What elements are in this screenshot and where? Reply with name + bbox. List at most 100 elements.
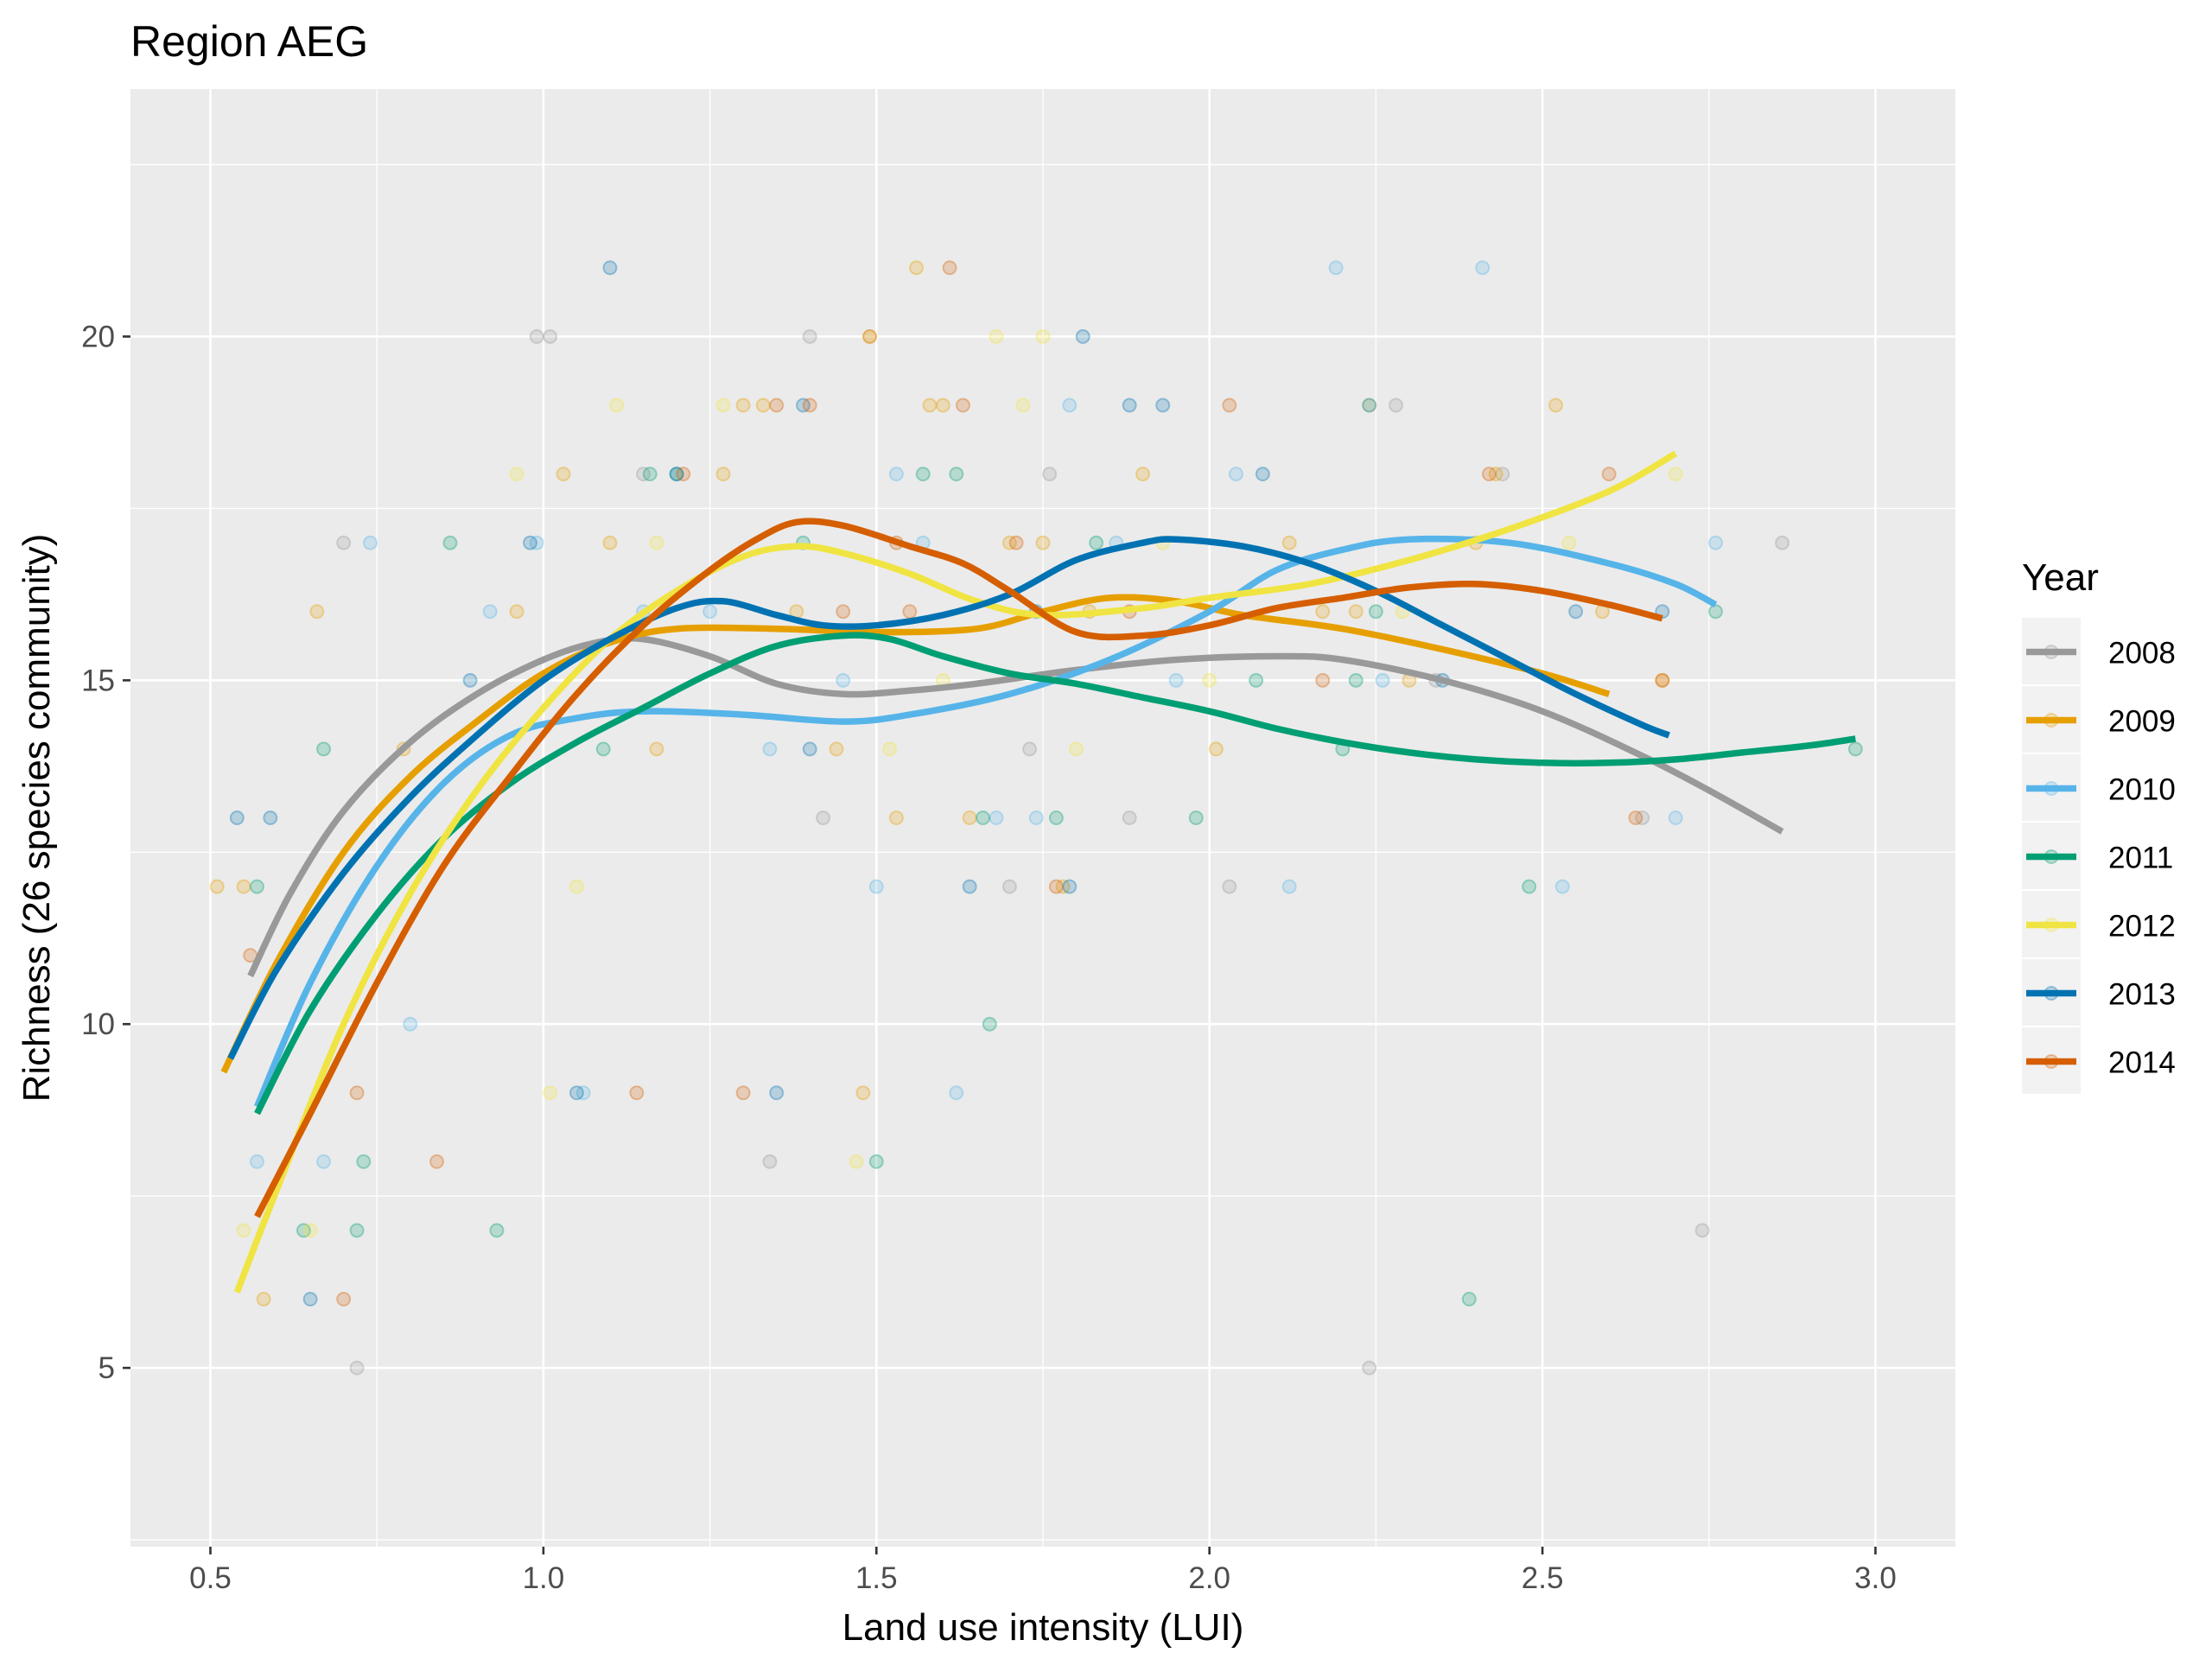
- data-point-2014: [902, 604, 918, 620]
- data-point-2014: [802, 397, 817, 413]
- smooth-line-2013: [227, 536, 1670, 1060]
- data-point-2009: [855, 1085, 871, 1101]
- data-point-2011: [1249, 672, 1264, 688]
- data-point-2008: [1362, 1360, 1377, 1376]
- data-point-2011: [1522, 879, 1537, 894]
- data-point-2011: [442, 535, 458, 550]
- data-point-2011: [1048, 810, 1064, 825]
- data-point-2014: [1628, 810, 1643, 825]
- data-point-2014: [942, 260, 957, 276]
- smooth-line-2011: [254, 632, 1856, 1116]
- data-point-2014: [735, 1085, 751, 1101]
- data-point-2014: [1008, 535, 1024, 550]
- data-point-2012: [543, 1085, 558, 1101]
- data-point-2009: [1135, 467, 1151, 482]
- data-point-2011: [982, 1016, 997, 1032]
- data-point-2014: [769, 397, 785, 413]
- data-point-2008: [1022, 741, 1038, 757]
- data-point-2009: [1055, 879, 1071, 894]
- data-point-2009: [556, 467, 571, 482]
- data-point-2011: [1089, 535, 1104, 550]
- data-point-2008: [1694, 1223, 1710, 1238]
- data-point-2010: [868, 879, 884, 894]
- legend-title: Year: [2022, 556, 2099, 599]
- data-point-2008: [1775, 535, 1790, 550]
- data-point-2009: [1548, 397, 1564, 413]
- data-point-2010: [575, 1085, 591, 1101]
- data-point-2012: [715, 397, 731, 413]
- legend-label-2012: 2012: [2108, 910, 2176, 944]
- data-point-2013: [1362, 397, 1377, 413]
- data-point-2008: [802, 328, 817, 344]
- data-point-2010: [1554, 879, 1570, 894]
- data-point-2008: [1001, 879, 1017, 894]
- y-tick-label: 15: [81, 664, 115, 697]
- data-point-2014: [629, 1085, 645, 1101]
- data-point-2008: [816, 810, 831, 825]
- data-point-2010: [1668, 810, 1683, 825]
- y-tick-label: 10: [81, 1007, 115, 1041]
- data-point-2008: [349, 1360, 365, 1376]
- data-point-2010: [249, 1154, 264, 1169]
- data-point-2010: [482, 604, 498, 620]
- data-point-2010: [949, 1085, 964, 1101]
- data-point-2013: [1075, 328, 1090, 344]
- data-point-2010: [702, 604, 718, 620]
- data-point-2014: [836, 604, 851, 620]
- data-point-2010: [1708, 535, 1724, 550]
- data-point-2011: [595, 741, 611, 757]
- data-point-2013: [1062, 879, 1077, 894]
- x-tick-label: 3.0: [1854, 1561, 1897, 1595]
- data-point-2011: [1708, 604, 1724, 620]
- x-tick-label: 1.5: [855, 1561, 898, 1595]
- legend-label-2008: 2008: [2108, 637, 2176, 671]
- scatter-points: [209, 260, 1863, 1376]
- data-point-2010: [362, 535, 378, 550]
- data-point-2009: [509, 604, 524, 620]
- data-point-2010: [1028, 810, 1044, 825]
- data-point-2009: [309, 604, 325, 620]
- data-point-2012: [569, 879, 584, 894]
- data-point-2011: [976, 810, 991, 825]
- smooth-line-2014: [254, 518, 1663, 1218]
- data-point-2012: [649, 535, 664, 550]
- x-tick-label: 1.0: [523, 1561, 565, 1595]
- data-point-2012: [882, 741, 898, 757]
- data-point-2014: [956, 397, 971, 413]
- data-point-2010: [316, 1154, 332, 1169]
- data-point-2008: [336, 535, 352, 550]
- data-point-2008: [1042, 467, 1058, 482]
- data-point-2011: [915, 467, 931, 482]
- data-point-2011: [642, 467, 658, 482]
- data-point-2010: [1229, 467, 1244, 482]
- data-point-2008: [762, 1154, 778, 1169]
- data-point-2010: [1062, 397, 1077, 413]
- data-point-2008: [1495, 467, 1510, 482]
- data-point-2008: [1122, 810, 1137, 825]
- data-point-2011: [949, 467, 964, 482]
- data-point-2010: [1168, 672, 1184, 688]
- data-point-2010: [1328, 260, 1344, 276]
- data-point-2011: [249, 879, 264, 894]
- data-point-2009: [888, 810, 904, 825]
- data-point-2009: [735, 397, 751, 413]
- data-point-2011: [296, 1223, 311, 1238]
- axes: 0.5 1.0 1.5 2.0 2.5 3.0 5 10 15 20: [81, 320, 1897, 1595]
- data-point-2014: [676, 467, 691, 482]
- data-point-2011: [316, 741, 332, 757]
- data-point-2010: [1375, 672, 1390, 688]
- data-point-2008: [529, 328, 544, 344]
- data-point-2011: [356, 1154, 372, 1169]
- data-point-2012: [609, 397, 625, 413]
- data-point-2009: [1488, 467, 1503, 482]
- data-point-2009: [715, 467, 731, 482]
- data-point-2012: [1015, 397, 1031, 413]
- data-point-2013: [569, 1085, 584, 1101]
- smooth-line-2009: [220, 594, 1611, 1074]
- y-tick-label: 5: [99, 1351, 115, 1385]
- data-point-2009: [922, 397, 938, 413]
- data-point-2010: [988, 810, 1004, 825]
- data-point-2009: [236, 879, 251, 894]
- legend-label-2014: 2014: [2108, 1046, 2176, 1080]
- data-point-2014: [1315, 672, 1331, 688]
